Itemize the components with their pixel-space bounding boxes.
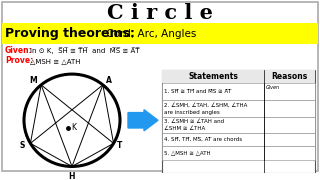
FancyArrow shape (128, 110, 158, 131)
Bar (162, 100, 315, 117)
Bar (162, 70, 315, 173)
Text: Statements: Statements (188, 72, 238, 81)
Bar (162, 146, 315, 160)
Text: In ⊙ K,  S̅H̅ ≅ T̅H̅  and  M̅S̅ ≅ A̅T̅: In ⊙ K, S̅H̅ ≅ T̅H̅ and M̅S̅ ≅ A̅T̅ (30, 48, 140, 54)
Text: 4. SH̅, TH̅, MS̅, AT̅ are chords: 4. SH̅, TH̅, MS̅, AT̅ are chords (164, 137, 242, 142)
Text: K: K (71, 123, 76, 132)
Bar (162, 70, 315, 83)
Bar (162, 133, 315, 146)
Text: △MSH ≅ △ATH: △MSH ≅ △ATH (30, 58, 81, 64)
Text: S: S (20, 141, 25, 150)
Text: Reasons: Reasons (271, 72, 308, 81)
Text: 2. ∠SMH, ∠TAH, ∠SHM, ∠THA: 2. ∠SMH, ∠TAH, ∠SHM, ∠THA (164, 102, 247, 107)
Bar (2, 23, 318, 44)
Text: are inscribed angles: are inscribed angles (164, 110, 220, 115)
Text: H: H (69, 172, 75, 180)
Text: C i r c l e: C i r c l e (107, 3, 213, 22)
Bar (162, 83, 315, 100)
Text: 1. S̅H̅ ≅ T̅H̅ and M̅S̅ ≅ A̅T̅: 1. S̅H̅ ≅ T̅H̅ and M̅S̅ ≅ A̅T̅ (164, 89, 231, 94)
Bar (162, 117, 315, 133)
Text: Given: Given (266, 86, 280, 90)
Text: 5. △MSH ≅ △ATH: 5. △MSH ≅ △ATH (164, 150, 211, 156)
Text: Given:: Given: (5, 46, 33, 55)
Text: T: T (117, 141, 122, 150)
Text: Proving theorems:: Proving theorems: (5, 27, 135, 40)
Text: ∠SHM ≅ ∠THA: ∠SHM ≅ ∠THA (164, 126, 205, 131)
Text: M: M (29, 76, 37, 85)
Text: Cord, Arc, Angles: Cord, Arc, Angles (103, 29, 196, 39)
Text: Prove:: Prove: (5, 56, 33, 65)
Text: 3. ∠SMH ≅ ∠TAH and: 3. ∠SMH ≅ ∠TAH and (164, 119, 224, 124)
Text: A: A (106, 76, 112, 85)
